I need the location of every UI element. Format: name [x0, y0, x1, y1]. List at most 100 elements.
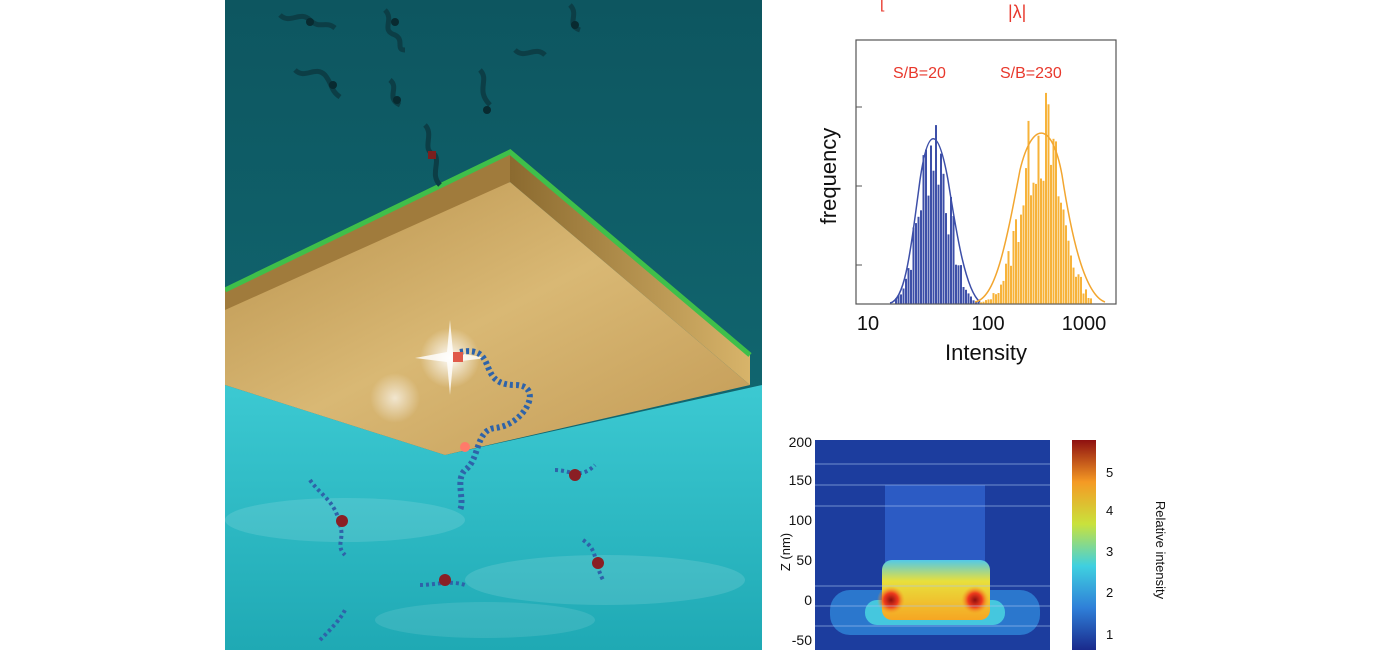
histogram-bar [1007, 251, 1010, 304]
histogram-bar [910, 269, 912, 304]
fit-curve-low [889, 138, 981, 304]
histogram-bar [992, 293, 995, 304]
histogram-bar [982, 301, 985, 304]
x-tick-10: 10 [857, 313, 879, 335]
lower-solution [225, 385, 762, 650]
x-tick-100: 100 [971, 313, 1004, 335]
intensity-histogram: [ |λ| S/B=20 S/B=230 frequency 10 100 10… [816, 0, 1117, 365]
histogram-bar [987, 299, 990, 304]
histogram-bar [900, 294, 902, 304]
histogram-bar [1032, 182, 1035, 304]
y-tick-minus-50: -50 [792, 632, 812, 648]
histogram-bar [1065, 225, 1067, 304]
colorbar [1072, 440, 1096, 650]
histogram-bar [967, 293, 970, 304]
histogram-bar [1002, 280, 1005, 304]
colorbar-tick-4: 4 [1106, 503, 1113, 518]
histogram-bar [1082, 293, 1085, 304]
histogram-bars-high [980, 92, 1092, 305]
histogram-bar [925, 149, 927, 304]
histogram-bar [902, 288, 905, 304]
histogram-bar [1042, 180, 1045, 304]
histogram-bar [1075, 276, 1077, 304]
histogram-bar [952, 216, 955, 304]
histogram-bar [937, 184, 940, 304]
histogram-bar [950, 197, 952, 304]
histogram-bar [945, 213, 947, 304]
histogram-bar [1000, 284, 1002, 304]
histogram-bar [927, 195, 930, 304]
histogram-bar [1037, 135, 1040, 304]
y-tick-100: 100 [789, 512, 813, 528]
header-fragment-left: [ [880, 0, 885, 12]
histogram-bar [1087, 298, 1090, 304]
colorbar-label: Relative intensity [1153, 501, 1168, 600]
histogram-bar [1060, 202, 1062, 304]
histogram-bar [1005, 263, 1007, 304]
histogram-bar [1040, 178, 1042, 304]
y-axis-label: frequency [816, 128, 841, 225]
histogram-bar [905, 278, 907, 304]
field-intensity-map: Z (nm) 200 150 100 50 0 -50 5 4 3 2 1 Re… [778, 434, 1168, 650]
histogram-bar [1027, 120, 1030, 305]
histogram-bar [922, 155, 925, 304]
histogram-bar [912, 227, 915, 304]
histogram-bar [980, 302, 982, 304]
histogram-bar [962, 287, 965, 304]
histogram-bar [947, 234, 950, 304]
zero-mode-waveguide-illustration [225, 0, 762, 650]
histogram-bar [895, 298, 897, 304]
colorbar-tick-2: 2 [1106, 585, 1113, 600]
histogram-bar [960, 265, 962, 304]
histogram-bar [1030, 195, 1032, 304]
gold-film-front-edge [225, 152, 510, 310]
histogram-bar [1020, 214, 1022, 304]
histogram-bar [1012, 231, 1015, 304]
histogram-bar [955, 264, 957, 304]
histogram-bar [997, 293, 1000, 304]
histogram-bar [1017, 242, 1020, 304]
histogram-bar [897, 295, 900, 304]
histogram-bar [917, 216, 920, 304]
histogram-bar [1052, 138, 1055, 304]
histogram-bar [940, 153, 942, 304]
histogram-bar [932, 170, 935, 304]
histogram-bar [977, 301, 980, 304]
histogram-bars-low [895, 125, 980, 304]
histogram-bar [1015, 219, 1017, 304]
histogram-bar [1035, 183, 1037, 304]
histogram-bar [965, 289, 967, 304]
x-axis-label: Intensity [945, 340, 1027, 365]
y-tick-50: 50 [796, 552, 812, 568]
histogram-bar [995, 294, 997, 304]
tethered-dna-strand [457, 348, 533, 512]
histogram-bar [1070, 255, 1072, 304]
colorbar-tick-1: 1 [1106, 627, 1113, 642]
annotation-high: S/B=230 [1000, 65, 1062, 82]
histogram-bar [942, 173, 945, 304]
histogram-bar [915, 223, 917, 304]
histogram-bar [1062, 209, 1065, 304]
y-tick-200: 200 [789, 434, 813, 450]
film-top-edge [225, 149, 752, 357]
histogram-bar [1047, 104, 1050, 304]
header-fragment-right: |λ| [1008, 2, 1026, 22]
histogram-bar [975, 301, 977, 304]
x-tick-1000: 1000 [1062, 313, 1107, 335]
histogram-bar [1055, 141, 1057, 304]
histogram-bar [1010, 265, 1012, 304]
histogram-bar [985, 300, 987, 304]
annotation-low: S/B=20 [893, 65, 946, 82]
histogram-bar [957, 265, 960, 304]
z-axis-label: Z (nm) [778, 533, 793, 571]
gold-film-side [510, 152, 750, 385]
polymerase-marker [453, 352, 463, 362]
histogram-bar [1050, 164, 1052, 304]
histogram-bar [1080, 276, 1082, 304]
histogram-bar [1090, 298, 1092, 304]
hotspot-left [877, 586, 905, 614]
histogram-bar [1067, 240, 1070, 304]
histogram-bar [935, 125, 937, 304]
colorbar-tick-3: 3 [1106, 544, 1113, 559]
y-tick-0: 0 [804, 592, 812, 608]
